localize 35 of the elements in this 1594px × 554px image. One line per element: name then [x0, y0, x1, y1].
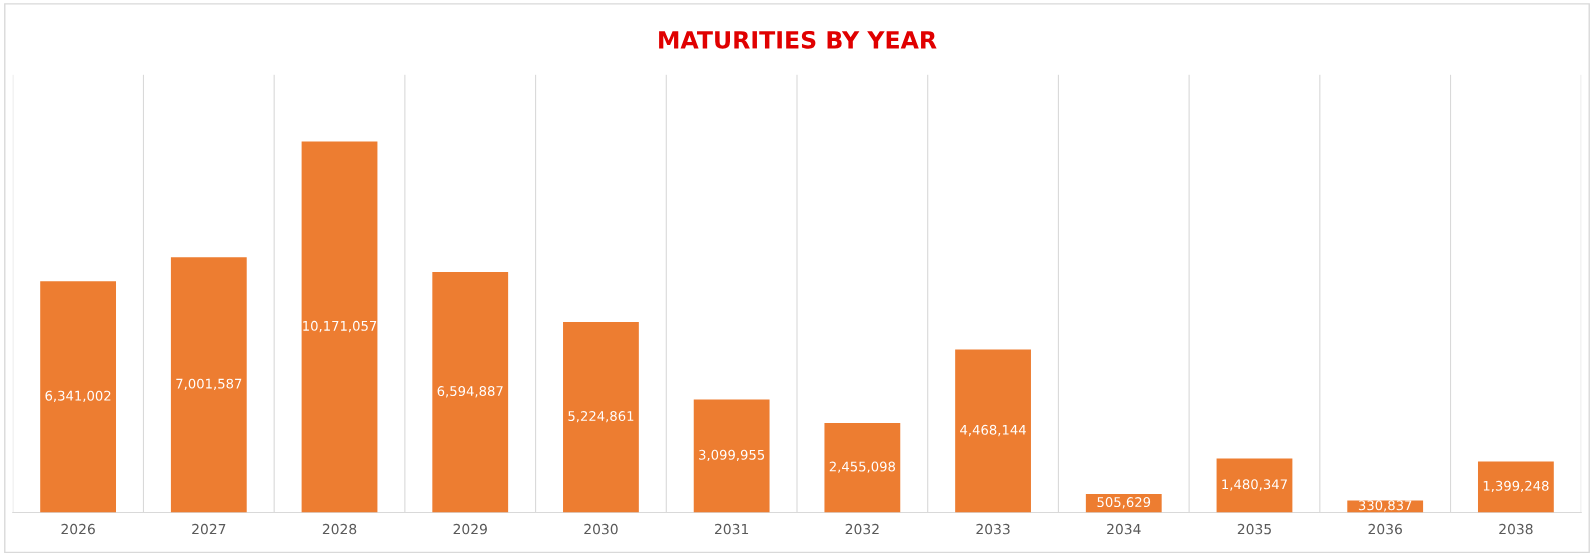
bar	[563, 321, 639, 513]
bar	[1477, 461, 1554, 513]
data-label: 330,837	[1358, 500, 1412, 512]
data-label: 10,171,057	[303, 320, 377, 333]
data-label: 3,099,955	[699, 449, 765, 462]
x-tick-label: 2028	[322, 523, 357, 535]
bar	[955, 349, 1031, 513]
x-tick-label: 2031	[714, 523, 749, 535]
bar	[170, 257, 247, 513]
data-label: 6,341,002	[45, 390, 111, 403]
x-tick-label: 2027	[192, 523, 226, 535]
x-tick-label: 2034	[1107, 523, 1141, 535]
data-label: 4,468,144	[960, 424, 1026, 437]
bar	[1216, 458, 1293, 513]
x-tick-label: 2036	[1368, 523, 1402, 535]
bar	[301, 141, 378, 513]
data-label: 6,594,887	[437, 386, 503, 398]
x-tick-label: 2038	[1499, 523, 1533, 535]
x-tick-label: 2033	[976, 523, 1010, 535]
x-tick-label: 2030	[584, 523, 618, 535]
x-tick-label: 2029	[453, 523, 487, 535]
data-label: 1,480,347	[1222, 479, 1287, 491]
x-tick-label: 2026	[61, 523, 95, 535]
data-label: 7,001,587	[176, 378, 242, 390]
bar	[40, 281, 117, 513]
x-tick-label: 2035	[1237, 523, 1271, 535]
bar	[432, 271, 509, 513]
data-label: 5,224,861	[568, 411, 634, 423]
data-label: 1,399,248	[1483, 480, 1549, 493]
x-tick-label: 2032	[845, 523, 879, 535]
bar	[824, 422, 901, 513]
data-label: 2,455,098	[829, 461, 896, 473]
chart-title: MATURITIES BY YEAR	[659, 30, 937, 49]
bar	[693, 399, 770, 513]
data-label: 505,629	[1097, 497, 1151, 509]
